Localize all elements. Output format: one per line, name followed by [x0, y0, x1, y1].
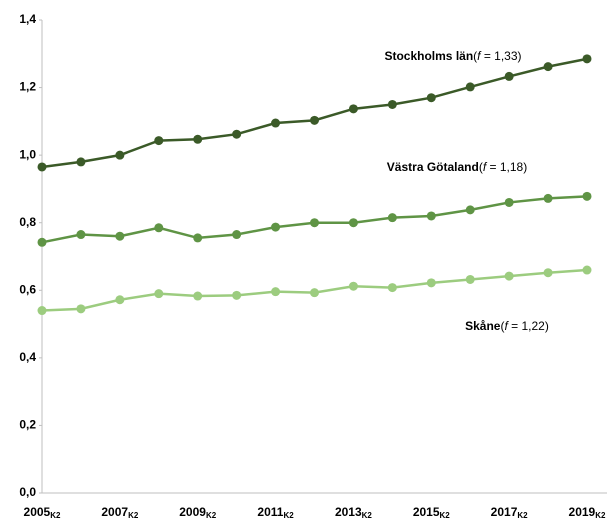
data-point [504, 197, 514, 207]
y-tick-label: 0,0 [19, 485, 36, 499]
series-note: f [483, 160, 488, 174]
y-tick-label: 0,6 [19, 282, 36, 296]
x-tick-label: 2007K2 [101, 505, 138, 520]
data-point [543, 193, 553, 203]
y-tick-label: 0,8 [19, 215, 36, 229]
series-note: ( [473, 49, 477, 63]
x-tick-label: 2011K2 [257, 505, 294, 520]
data-point [387, 283, 397, 293]
data-point [387, 99, 397, 109]
data-point [310, 115, 319, 125]
x-tick-suffix: K2 [50, 511, 61, 520]
x-tick-year: 2019 [569, 505, 596, 519]
series-name: Skåne [465, 319, 501, 333]
data-point [154, 223, 164, 233]
data-point [465, 274, 475, 284]
x-tick-suffix: K2 [362, 511, 373, 520]
series-note: f [477, 49, 482, 63]
x-tick-suffix: K2 [517, 511, 528, 520]
x-tick-label: 2013K2 [335, 505, 372, 520]
data-point [193, 134, 203, 144]
y-tick-label: 0,4 [19, 350, 36, 364]
data-point [115, 231, 125, 241]
data-point [582, 191, 592, 201]
data-point [426, 93, 436, 103]
data-point [115, 150, 125, 160]
data-point [232, 290, 242, 300]
x-tick-year: 2007 [101, 505, 128, 519]
x-tick-label: 2015K2 [413, 505, 450, 520]
data-point [193, 291, 203, 301]
series-note: = 1,18) [486, 160, 527, 174]
data-point [310, 218, 319, 228]
data-point [193, 233, 203, 243]
x-tick-suffix: K2 [206, 511, 217, 520]
data-point [37, 237, 47, 247]
data-point [271, 287, 281, 297]
x-tick-label: 2019K2 [569, 505, 606, 520]
data-point [348, 218, 358, 228]
data-point [543, 268, 553, 278]
series-label: Västra Götaland(f = 1,18) [387, 160, 527, 174]
series-name: Stockholms län [384, 49, 473, 63]
data-point [426, 211, 436, 221]
data-point [348, 281, 358, 291]
x-tick-year: 2015 [413, 505, 440, 519]
x-tick-suffix: K2 [128, 511, 139, 520]
series-label: Stockholms län(f = 1,33) [384, 49, 521, 63]
data-point [37, 306, 47, 316]
x-tick-year: 2009 [179, 505, 206, 519]
series-note: ( [500, 319, 504, 333]
data-point [76, 304, 86, 314]
data-point [543, 62, 553, 72]
data-point [348, 104, 358, 114]
series-note: ( [479, 160, 483, 174]
series-note: f [504, 319, 509, 333]
data-point [504, 71, 514, 81]
y-tick-label: 1,4 [19, 12, 36, 26]
data-point [76, 230, 86, 240]
data-point [271, 222, 281, 232]
x-tick-label: 2009K2 [179, 505, 216, 520]
series-note: = 1,22) [508, 319, 549, 333]
x-tick-suffix: K2 [595, 511, 606, 520]
data-point [582, 265, 592, 275]
data-point [232, 230, 242, 240]
data-point [582, 54, 592, 64]
x-tick-suffix: K2 [440, 511, 451, 520]
data-point [232, 129, 242, 139]
series-note: = 1,33) [481, 49, 522, 63]
x-tick-year: 2013 [335, 505, 362, 519]
x-tick-label: 2017K2 [491, 505, 528, 520]
x-tick-label: 2005K2 [24, 505, 61, 520]
data-point [387, 213, 397, 223]
y-tick-label: 1,0 [19, 147, 36, 161]
data-point [76, 157, 86, 167]
data-point [310, 288, 319, 298]
y-tick-label: 0,2 [19, 418, 36, 432]
data-point [426, 278, 436, 288]
data-point [504, 271, 514, 281]
data-point [465, 205, 475, 215]
data-point [115, 295, 125, 305]
series-label: Skåne(f = 1,22) [465, 319, 549, 333]
x-tick-suffix: K2 [283, 511, 294, 520]
x-tick-year: 2011 [257, 505, 283, 519]
data-point [154, 136, 164, 146]
data-point [465, 82, 475, 92]
x-tick-year: 2005 [24, 505, 51, 519]
data-point [271, 118, 281, 128]
x-tick-year: 2017 [491, 505, 518, 519]
y-tick-label: 1,2 [19, 80, 36, 94]
series-name: Västra Götaland [387, 160, 479, 174]
data-point [37, 162, 47, 172]
data-point [154, 289, 164, 299]
